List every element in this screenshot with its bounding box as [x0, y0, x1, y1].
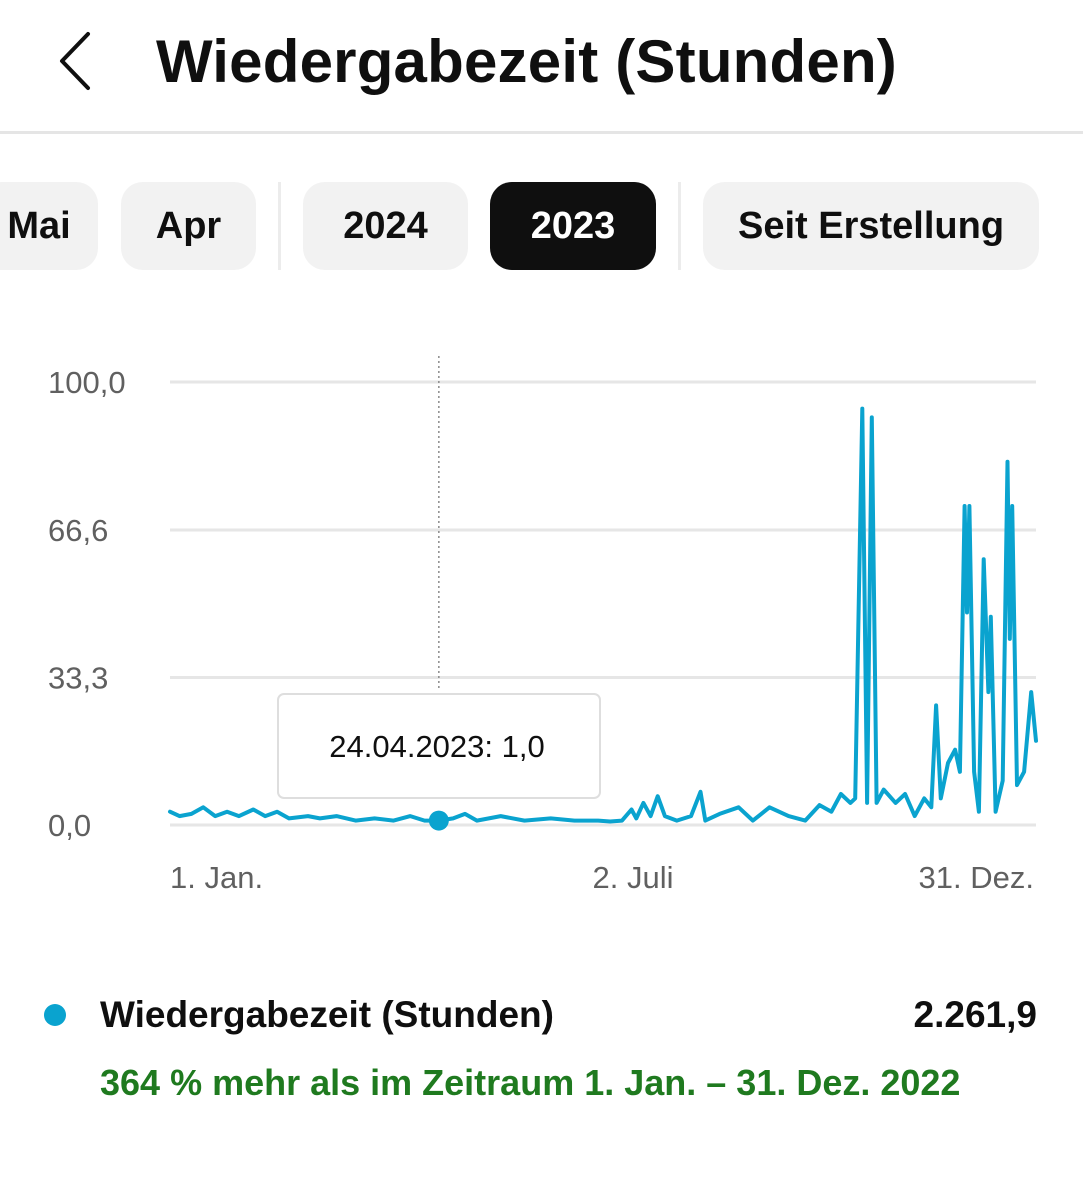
- metric-label: Wiedergabezeit (Stunden): [100, 994, 554, 1035]
- page-title: Wiedergabezeit (Stunden): [156, 28, 897, 95]
- series-line-wiedergabezeit: [168, 406, 1038, 824]
- y-tick-label: 66,6: [48, 513, 108, 548]
- x-tick-label: 1. Jan.: [170, 860, 263, 895]
- y-tick-label: 0,0: [48, 808, 91, 843]
- x-tick-label: 31. Dez.: [919, 860, 1034, 895]
- chip-apr[interactable]: Apr: [121, 182, 256, 270]
- hover-data-point[interactable]: [428, 810, 449, 831]
- y-tick-label: 33,3: [48, 660, 108, 695]
- tooltip: 24.04.2023: 1,0: [277, 693, 601, 799]
- metric-total-value: 2.261,9: [913, 994, 1037, 1035]
- x-axis-ticks: 1. Jan. 2. Juli 31. Dez.: [170, 860, 1034, 895]
- back-button[interactable]: [52, 28, 108, 94]
- chip-separator: [278, 182, 281, 270]
- y-axis-ticks: 100,0 66,6 33,3 0,0: [48, 365, 126, 843]
- chip-2023[interactable]: 2023: [490, 182, 656, 270]
- chip-mai[interactable]: Mai: [0, 182, 98, 270]
- chip-2024[interactable]: 2024: [303, 182, 468, 270]
- legend-dot: [44, 1004, 66, 1026]
- chip-separator: [678, 182, 681, 270]
- chip-seit-erstellung[interactable]: Seit Erstellung: [703, 182, 1039, 270]
- y-tick-label: 100,0: [48, 365, 126, 400]
- x-tick-label: 2. Juli: [593, 860, 674, 895]
- tooltip-label: 24.04.2023: 1,0: [329, 729, 544, 764]
- watch-time-line-chart[interactable]: 100,066,633,30,0 1. Jan. 2. Juli 31. Dez. …: [0, 330, 1083, 930]
- top-app-bar: Wiedergabezeit (Stunden): [0, 0, 1083, 134]
- chevron-left-icon: [60, 32, 90, 90]
- chart-gridlines: [170, 380, 1036, 827]
- comparison-text: 364 % mehr als im Zeitraum 1. Jan. – 31.…: [100, 1062, 961, 1103]
